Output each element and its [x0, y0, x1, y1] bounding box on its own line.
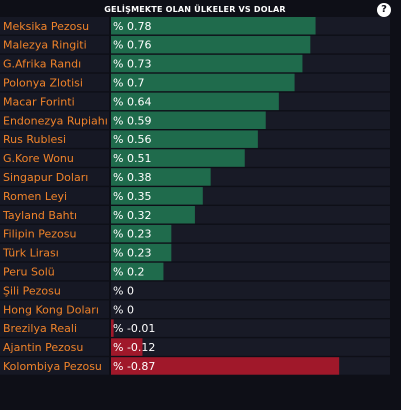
bar-track — [111, 281, 390, 300]
value-label: % 0.51 — [113, 152, 151, 165]
bar — [111, 319, 114, 337]
label-cell — [0, 17, 109, 35]
bar — [111, 54, 303, 73]
category-label: G.Kore Wonu — [3, 152, 74, 165]
category-label: Tayland Bahtı — [2, 209, 77, 222]
bar — [111, 357, 340, 375]
category-label: Hong Kong Doları — [3, 303, 99, 316]
value-label: % 0.2 — [113, 265, 144, 278]
bar-track — [111, 319, 390, 337]
bar — [111, 262, 164, 281]
category-label: Ajantin Pezosu — [3, 341, 83, 354]
value-label: % 0.59 — [113, 114, 151, 127]
label-cell — [0, 357, 109, 375]
chart-title: GELİŞMEKTE OLAN ÜLKELER VS DOLAR — [104, 5, 286, 14]
value-label: % 0.73 — [113, 58, 151, 71]
label-cell — [0, 168, 109, 186]
bar — [111, 92, 279, 111]
label-cell — [0, 111, 109, 129]
bar — [111, 187, 203, 205]
label-cell — [0, 262, 109, 281]
label-cell — [0, 300, 109, 318]
value-label: % 0 — [113, 303, 134, 316]
category-label: Peru Solü — [3, 265, 55, 278]
bar — [111, 73, 295, 92]
label-cell — [0, 35, 109, 54]
category-label: Malezya Ringiti — [3, 39, 87, 52]
label-cell — [0, 149, 109, 167]
label-cell — [0, 281, 109, 300]
label-cell — [0, 224, 109, 243]
bar-track — [111, 300, 390, 318]
category-label: Filipin Pezosu — [3, 228, 76, 241]
bar — [111, 149, 245, 167]
category-label: Endonezya Rupiahı — [3, 114, 108, 127]
label-cell — [0, 206, 109, 224]
bar — [111, 17, 316, 35]
category-label: Macar Forinti — [3, 95, 75, 108]
category-label: Brezilya Reali — [3, 322, 77, 335]
value-label: % 0.56 — [113, 133, 151, 146]
bar — [111, 243, 172, 262]
value-label: % -0.87 — [113, 360, 155, 373]
value-label: % 0.64 — [113, 95, 151, 108]
category-label: Polonya Zlotisi — [3, 76, 83, 89]
category-label: Romen Leyi — [3, 190, 67, 203]
label-cell — [0, 243, 109, 262]
bar-track — [111, 243, 390, 262]
bar — [111, 168, 211, 186]
bar — [111, 206, 195, 224]
category-label: Singapur Doları — [3, 171, 88, 184]
value-label: % 0.78 — [113, 20, 151, 33]
value-label: % 0.7 — [113, 76, 144, 89]
bar — [111, 35, 311, 54]
value-label: % -0.01 — [113, 322, 155, 335]
label-cell — [0, 54, 109, 73]
label-cell — [0, 130, 109, 148]
bar-track — [111, 262, 390, 281]
label-cell — [0, 187, 109, 205]
value-label: % -0.12 — [113, 341, 155, 354]
label-cell — [0, 319, 109, 337]
value-label: % 0.23 — [113, 228, 151, 241]
value-label: % 0.35 — [113, 190, 151, 203]
help-icon[interactable]: ? — [377, 3, 391, 17]
label-cell — [0, 92, 109, 111]
value-label: % 0.32 — [113, 209, 151, 222]
category-label: Kolombiya Pezosu — [3, 360, 102, 373]
category-label: G.Afrika Randı — [3, 58, 81, 71]
label-cell — [0, 338, 109, 356]
category-label: Rus Rublesi — [3, 133, 66, 146]
bar — [111, 111, 266, 129]
value-label: % 0 — [113, 284, 134, 297]
category-label: Şili Pezosu — [3, 284, 61, 297]
bar — [111, 130, 258, 148]
value-label: % 0.23 — [113, 247, 151, 260]
bar — [111, 224, 172, 243]
value-label: % 0.76 — [113, 39, 151, 52]
category-label: Türk Lirası — [2, 247, 59, 260]
category-label: Meksika Pezosu — [3, 20, 89, 33]
bar-track — [111, 224, 390, 243]
label-cell — [0, 73, 109, 92]
bar — [111, 338, 143, 356]
value-label: % 0.38 — [113, 171, 151, 184]
bar-track — [111, 338, 390, 356]
